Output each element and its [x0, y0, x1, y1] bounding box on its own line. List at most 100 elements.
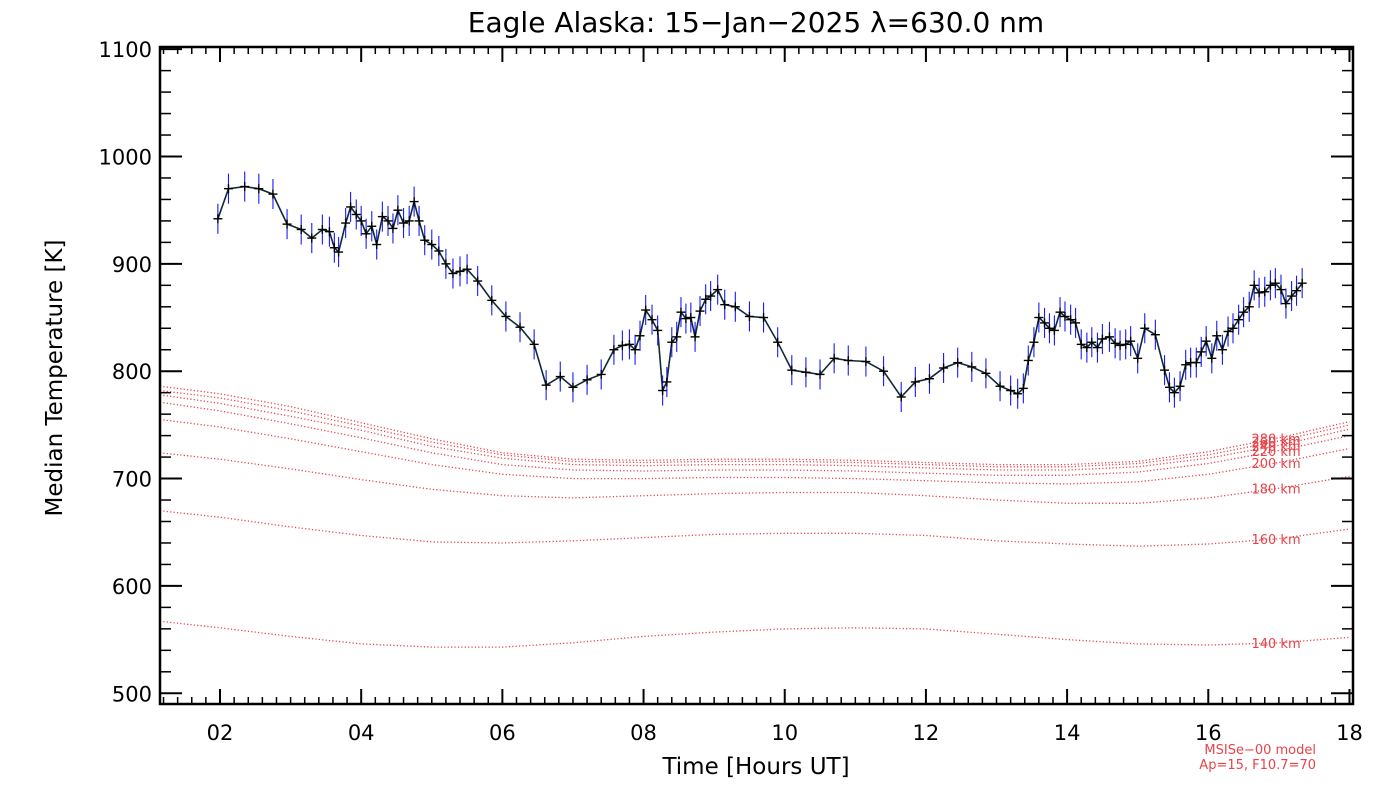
- measured-point: [1097, 323, 1107, 355]
- model-label-160-km: 160 km: [1251, 533, 1300, 548]
- measured-point: [448, 258, 458, 289]
- model-curve-220-km: [159, 401, 1350, 476]
- measured-point: [1160, 355, 1170, 386]
- model-curve-140-km: [159, 620, 1350, 648]
- model-curve-240-km: [159, 394, 1350, 471]
- measured-point: [555, 361, 565, 392]
- measured-point: [829, 343, 839, 374]
- measured-point: [1049, 315, 1059, 346]
- model-curve-200-km: [159, 418, 1350, 485]
- measured-point: [1040, 307, 1050, 338]
- measured-point: [681, 303, 691, 334]
- measured-point: [672, 321, 682, 352]
- measured-point: [1196, 336, 1206, 367]
- measured-point: [843, 345, 853, 376]
- model-note-line-1: MSISe−00 model: [1204, 743, 1316, 758]
- measured-point: [653, 315, 663, 346]
- measured-point: [815, 359, 825, 390]
- measured-point: [1265, 270, 1275, 301]
- measured-point: [317, 214, 327, 245]
- measured-point: [1150, 319, 1160, 350]
- measured-point: [1260, 276, 1270, 307]
- measured-point: [1249, 270, 1259, 301]
- measured-point: [676, 297, 686, 328]
- measured-point: [695, 296, 705, 327]
- x-tick-label: 18: [1336, 721, 1363, 745]
- model-label-240-km: 240 km: [1251, 440, 1300, 455]
- measured-point: [213, 203, 223, 234]
- measured-point: [388, 213, 398, 244]
- measured-point: [282, 209, 292, 240]
- measured-point: [1018, 373, 1028, 404]
- x-tick-label: 08: [630, 721, 657, 745]
- model-label-220-km: 220 km: [1251, 445, 1300, 460]
- measured-point: [1212, 320, 1222, 351]
- y-tick-label: 800: [112, 360, 152, 384]
- measured-point: [1029, 327, 1039, 358]
- measured-point: [744, 301, 754, 332]
- measured-point: [404, 205, 414, 236]
- measured-point: [1034, 302, 1044, 333]
- measured-point: [1207, 343, 1217, 374]
- measured-point: [1217, 334, 1227, 365]
- measured-point: [787, 355, 797, 386]
- measured-point: [1092, 332, 1102, 363]
- model-curves: [159, 385, 1350, 648]
- measured-point: [427, 229, 437, 260]
- measured-point: [953, 347, 963, 378]
- measured-point: [1234, 304, 1244, 335]
- y-tick-label: 700: [112, 468, 152, 492]
- model-note-line-2: Ap=15, F10.7=70: [1199, 758, 1316, 773]
- measured-point: [420, 225, 430, 256]
- measured-point: [801, 357, 811, 388]
- measured-point: [686, 302, 696, 333]
- x-axis: 02 04 06 08 10 12 14 16 18: [162, 47, 1363, 745]
- x-tick-label: 10: [771, 721, 798, 745]
- measured-point: [939, 352, 949, 384]
- measured-point: [383, 205, 393, 236]
- measured-point: [1223, 316, 1233, 347]
- measured-point: [356, 205, 366, 236]
- measured-point: [713, 274, 723, 305]
- measured-point: [1244, 291, 1254, 322]
- y-tick-label: 600: [112, 575, 152, 599]
- measured-point: [455, 256, 465, 287]
- x-tick-label: 12: [913, 721, 940, 745]
- measured-point: [924, 363, 934, 394]
- model-label-140-km: 140 km: [1251, 637, 1300, 652]
- measured-point: [329, 232, 339, 263]
- measured-line: [217, 185, 1303, 399]
- measured-point: [730, 291, 740, 322]
- measured-point: [1287, 281, 1297, 312]
- x-axis-label: Time [Hours UT]: [661, 754, 849, 780]
- measured-point: [1076, 329, 1086, 360]
- measured-point: [372, 229, 382, 260]
- measured-point: [346, 191, 356, 222]
- x-tick-label: 14: [1054, 721, 1081, 745]
- measured-point: [1169, 377, 1179, 408]
- measured-point: [254, 173, 264, 204]
- measured-point: [1023, 345, 1033, 376]
- measured-point: [399, 208, 409, 239]
- measured-point: [334, 237, 344, 268]
- measured-point: [617, 330, 627, 361]
- measured-point: [361, 218, 371, 249]
- measured-point: [393, 195, 403, 226]
- measured-point: [1292, 275, 1302, 306]
- measured-point: [1201, 326, 1211, 357]
- measured-point: [1060, 301, 1070, 332]
- measured-point: [409, 186, 419, 217]
- measured-point: [1087, 327, 1097, 358]
- measured-point: [487, 285, 497, 316]
- measured-point: [1066, 304, 1076, 335]
- measured-point: [377, 201, 387, 232]
- model-label-260-km: 260 km: [1251, 436, 1300, 451]
- measured-point: [658, 375, 668, 406]
- measured-point: [515, 312, 525, 343]
- y-tick-label: 1100: [99, 38, 152, 62]
- measured-point: [473, 266, 483, 297]
- measured-point: [759, 302, 769, 333]
- measured-point: [641, 294, 651, 326]
- measured-series: [213, 171, 1307, 412]
